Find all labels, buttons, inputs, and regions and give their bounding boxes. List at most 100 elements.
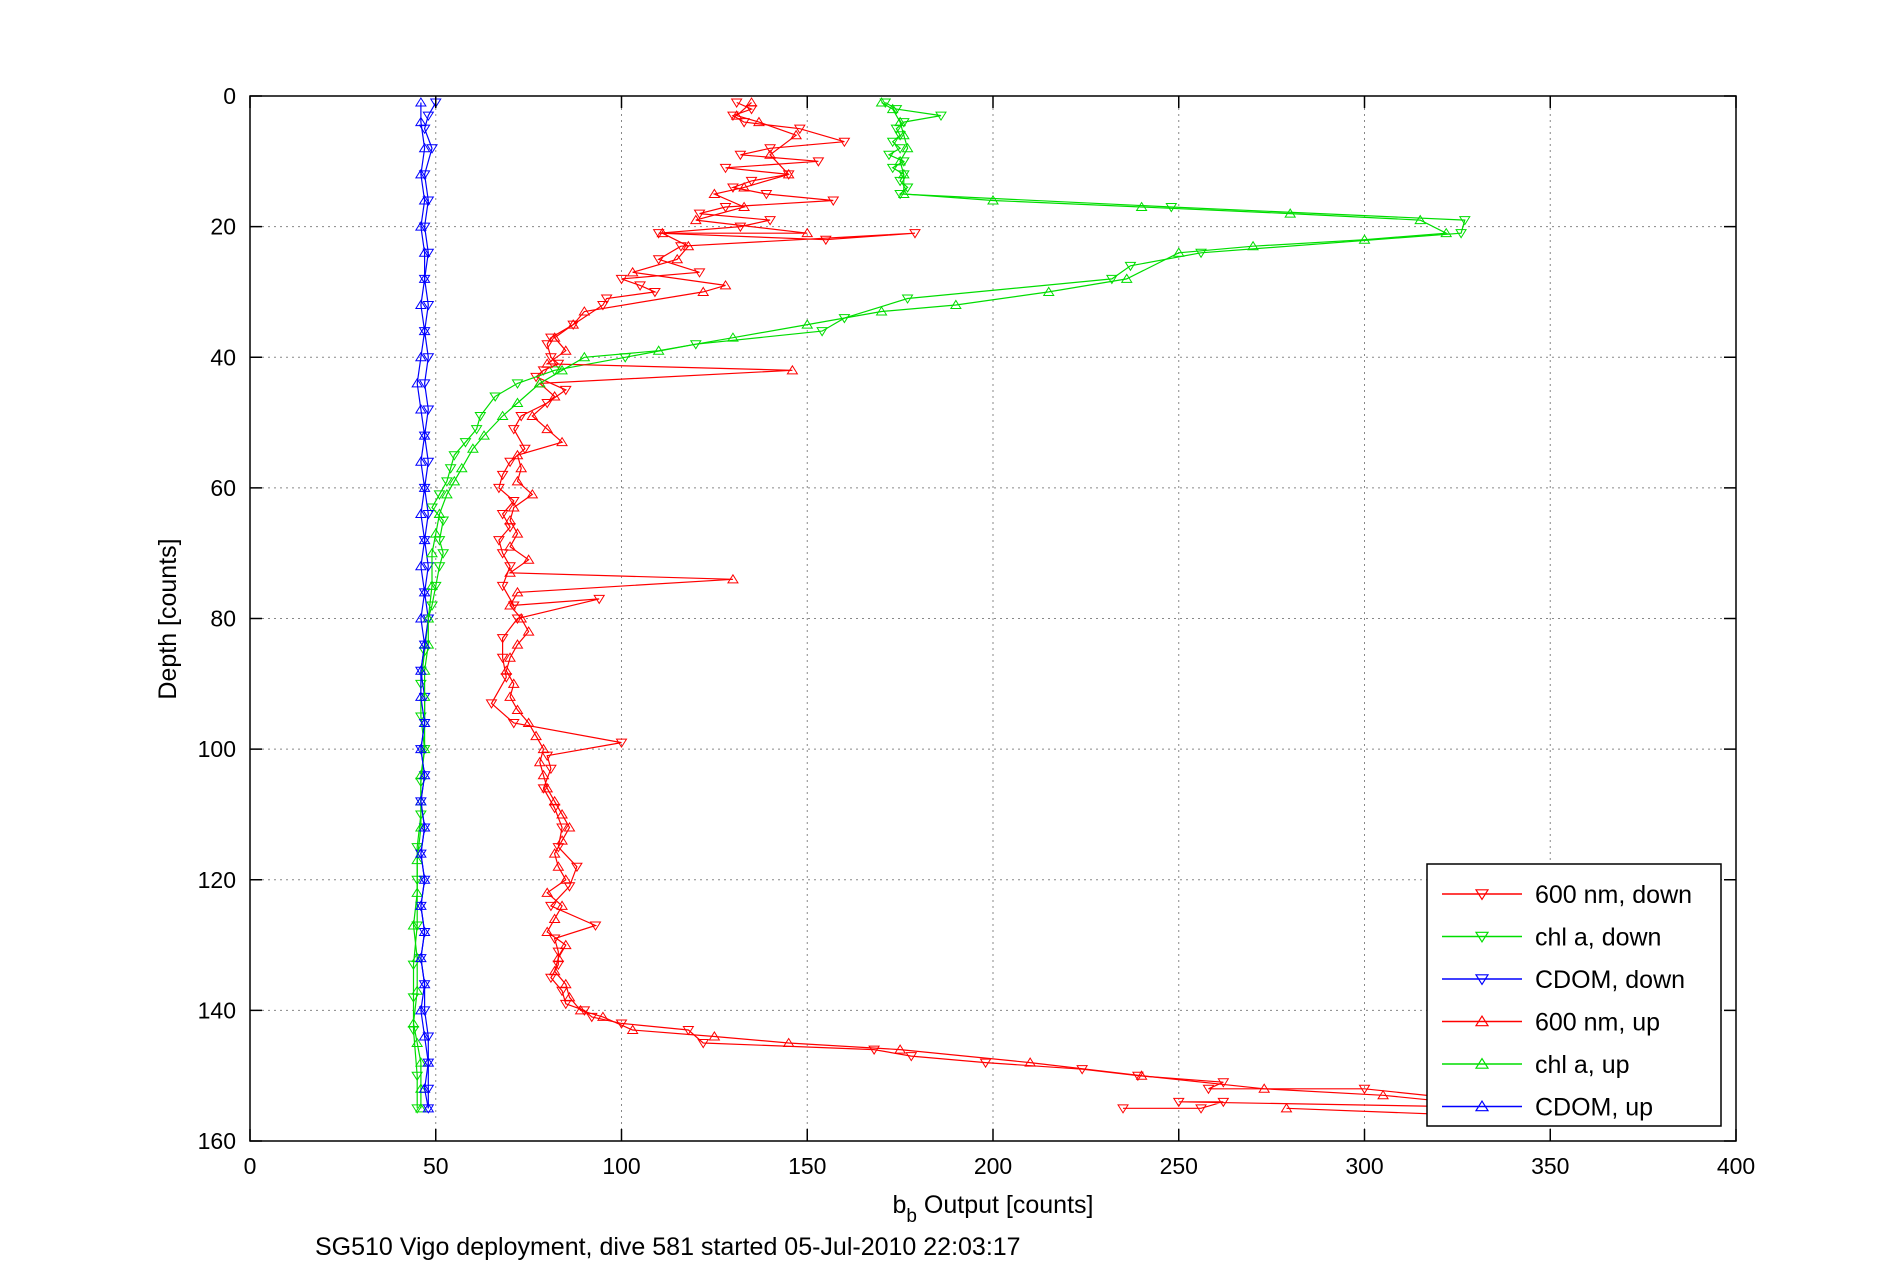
x-tick-label: 0 xyxy=(244,1153,257,1179)
data-point-marker xyxy=(545,764,557,775)
data-point-marker xyxy=(414,560,427,571)
data-point-marker xyxy=(708,1031,721,1041)
data-point-marker xyxy=(1358,1084,1371,1095)
data-point-marker xyxy=(827,196,840,206)
x-tick-label: 400 xyxy=(1717,1153,1755,1179)
data-point-marker xyxy=(548,848,561,858)
data-point-marker xyxy=(905,1052,918,1062)
data-point-marker xyxy=(760,189,773,200)
data-point-marker xyxy=(455,462,468,473)
data-point-marker xyxy=(411,843,424,853)
data-point-marker xyxy=(515,462,528,473)
data-point-marker xyxy=(496,470,509,481)
data-point-marker xyxy=(522,626,535,636)
data-point-marker xyxy=(545,353,557,363)
data-point-marker xyxy=(589,921,602,931)
series-3 xyxy=(500,97,1520,1119)
data-point-marker xyxy=(671,253,684,264)
data-point-marker xyxy=(894,116,907,127)
data-point-marker xyxy=(537,769,550,780)
data-point-marker xyxy=(727,183,739,193)
data-point-marker xyxy=(422,562,435,572)
data-point-marker xyxy=(1358,234,1371,244)
data-point-marker xyxy=(812,157,825,167)
data-point-marker xyxy=(500,665,513,675)
data-point-marker xyxy=(496,549,509,559)
data-point-marker xyxy=(552,947,565,958)
data-point-marker xyxy=(1172,247,1185,257)
data-point-marker xyxy=(493,483,505,494)
data-point-marker xyxy=(422,353,435,363)
data-point-marker xyxy=(422,1032,435,1042)
data-point-marker xyxy=(433,490,446,500)
data-point-marker xyxy=(548,913,561,923)
data-point-marker xyxy=(422,1084,435,1095)
data-point-marker xyxy=(418,325,431,336)
data-point-marker xyxy=(545,901,557,912)
data-point-marker xyxy=(414,665,427,675)
legend: 600 nm, down chl a, down CDOM, down 600 nm,… xyxy=(1426,863,1722,1127)
data-point-marker xyxy=(559,874,572,884)
data-point-marker xyxy=(545,333,557,344)
data-point-marker xyxy=(548,366,561,376)
data-point-marker xyxy=(563,991,576,1002)
data-point-marker xyxy=(411,985,424,995)
data-point-marker xyxy=(949,299,962,309)
data-point-marker xyxy=(418,195,431,205)
data-point-marker xyxy=(901,183,914,193)
data-point-marker xyxy=(597,301,609,311)
data-point-marker xyxy=(1247,240,1259,251)
data-point-marker xyxy=(649,287,661,298)
legend-item: chl a, up xyxy=(1442,1051,1630,1079)
data-point-marker xyxy=(414,1057,427,1067)
data-point-marker xyxy=(414,1004,427,1015)
data-point-marker xyxy=(418,222,431,233)
data-point-marker xyxy=(470,425,483,435)
data-point-marker xyxy=(1076,1065,1089,1075)
data-point-marker xyxy=(418,874,431,884)
data-point-marker xyxy=(897,129,910,140)
data-point-marker xyxy=(418,247,431,257)
data-point-marker xyxy=(1131,1071,1144,1082)
data-point-marker xyxy=(414,743,427,754)
legend-marker xyxy=(1474,1057,1490,1069)
data-point-marker xyxy=(418,822,431,832)
legend-marker xyxy=(1474,1014,1490,1027)
data-point-marker xyxy=(418,1083,431,1093)
y-axis-tick-labels: 0 20 40 60 80 100 120 140 160 xyxy=(198,83,236,1154)
data-point-marker xyxy=(414,848,427,858)
data-point-marker xyxy=(418,586,431,597)
data-point-marker xyxy=(1172,1097,1185,1108)
data-point-marker xyxy=(414,97,427,107)
data-point-marker xyxy=(719,163,732,174)
data-point-marker xyxy=(422,510,435,520)
data-point-marker xyxy=(734,222,747,233)
data-point-marker xyxy=(511,397,524,407)
x-tick-label: 150 xyxy=(788,1153,826,1179)
data-point-marker xyxy=(411,1037,424,1048)
data-point-marker xyxy=(790,129,803,140)
data-point-marker xyxy=(894,189,907,200)
data-point-marker xyxy=(414,952,427,963)
axis-ticks xyxy=(249,95,1737,1142)
data-point-marker xyxy=(418,534,431,545)
data-point-marker xyxy=(522,717,535,727)
data-point-marker xyxy=(507,719,520,729)
data-point-marker xyxy=(511,475,524,486)
data-point-marker xyxy=(418,379,431,389)
data-point-marker xyxy=(418,142,431,153)
data-point-marker xyxy=(414,351,427,362)
data-point-marker xyxy=(730,98,743,108)
data-point-marker xyxy=(894,1044,907,1054)
data-point-marker xyxy=(515,613,528,623)
data-point-marker xyxy=(1258,1083,1271,1093)
series-line xyxy=(490,101,1551,1109)
data-point-marker xyxy=(433,508,446,518)
data-point-marker xyxy=(422,1104,435,1114)
data-point-marker xyxy=(533,756,546,767)
data-point-marker xyxy=(886,163,899,174)
data-point-marker xyxy=(418,273,431,283)
data-point-marker xyxy=(597,1011,609,1021)
data-point-marker xyxy=(801,227,814,238)
